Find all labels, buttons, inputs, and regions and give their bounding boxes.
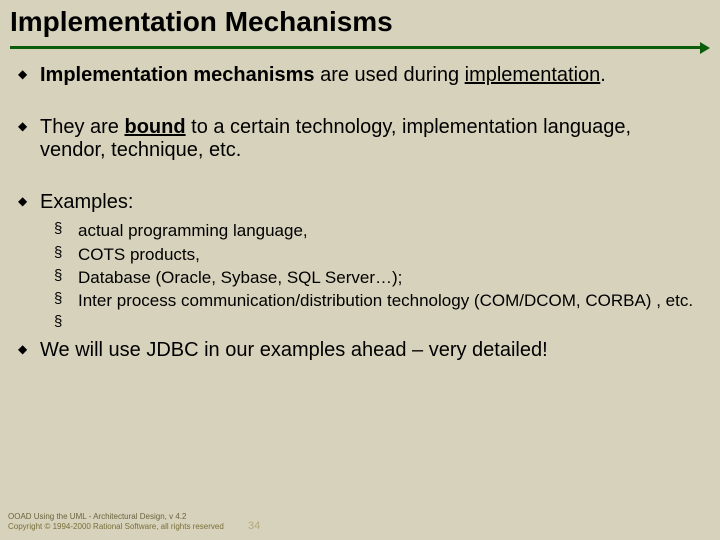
bullet-1-strong: Implementation mechanisms	[40, 64, 315, 86]
bullet-1-text-a: are used during	[315, 64, 465, 86]
bullet-4: We will use JDBC in our examples ahead –…	[18, 339, 702, 363]
page-title: Implementation Mechanisms	[10, 6, 710, 38]
arrow-right-icon	[700, 42, 710, 54]
bullet-2-underline: bound	[124, 116, 185, 138]
footer-line-1: OOAD Using the UML - Architectural Desig…	[8, 512, 224, 522]
footer-line-2: Copyright © 1994-2000 Rational Software,…	[8, 522, 224, 532]
slide-content: Implementation mechanisms are used durin…	[0, 54, 720, 363]
title-rule	[0, 40, 720, 54]
sub-bullet-3: Database (Oracle, Sybase, SQL Server…);	[50, 267, 702, 288]
bullet-1: Implementation mechanisms are used durin…	[18, 64, 702, 88]
sub-bullet-1: actual programming language,	[50, 220, 702, 241]
bullet-3-text: Examples:	[40, 191, 133, 213]
bullet-2: They are bound to a certain technology, …	[18, 116, 702, 163]
bullet-1-underline: implementation	[465, 64, 601, 86]
bullet-2-pre: They are	[40, 116, 124, 138]
bullet-3: Examples: actual programming language, C…	[18, 191, 702, 312]
bullet-1-text-b: .	[600, 64, 606, 86]
sub-bullet-4: Inter process communication/distribution…	[50, 290, 702, 311]
footer: OOAD Using the UML - Architectural Desig…	[8, 512, 224, 532]
sub-bullet-2: COTS products,	[50, 244, 702, 265]
page-number: 34	[248, 520, 260, 532]
